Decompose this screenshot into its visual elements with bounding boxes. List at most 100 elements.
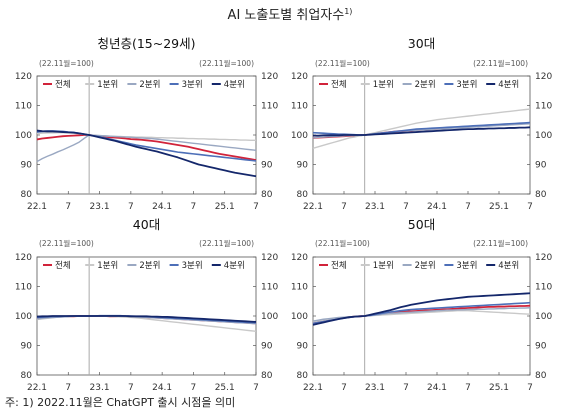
unit-label-left: (22.11월=100): [315, 238, 370, 248]
legend-label: 4분위: [224, 80, 245, 90]
legend-label: 2분위: [415, 80, 436, 90]
x-tick-label: 25.1: [215, 383, 235, 393]
x-tick-label: 7: [403, 202, 409, 212]
plot-frame: [312, 256, 531, 376]
y-tick-label-right: 90: [535, 342, 547, 352]
y-tick-label-right: 120: [535, 72, 552, 82]
x-tick-label: 7: [128, 383, 134, 393]
y-tick-label-left: 110: [15, 102, 32, 112]
series-line: [312, 309, 531, 323]
y-tick-label-right: 110: [535, 283, 552, 293]
y-tick-label-right: 80: [535, 371, 547, 381]
legend-label: 4분위: [498, 80, 519, 90]
x-tick-label: 7: [191, 383, 197, 393]
series-line: [312, 307, 531, 322]
legend-label: 1분위: [97, 80, 118, 90]
x-tick-label: 23.1: [365, 383, 385, 393]
chart-panel: 청년층(15~29세)(22.11월=100) (22.11월=100)120 12…: [15, 36, 279, 212]
legend-label: 전체: [55, 79, 71, 90]
series-line: [36, 129, 257, 178]
y-tick-label-left: 100: [15, 312, 32, 322]
series-line: [312, 108, 531, 149]
legend-label: 3분위: [182, 261, 203, 271]
y-tick-label-left: 80: [21, 190, 33, 200]
y-tick-label-left: 110: [15, 283, 32, 293]
series-line: [313, 126, 531, 137]
y-tick-label-right: 110: [261, 283, 278, 293]
series-line: [36, 134, 257, 163]
figure-title: AI 노출도별 취업자수1): [228, 7, 353, 23]
unit-label-right: (22.11월=100): [199, 238, 254, 248]
y-tick-label-right: 100: [535, 131, 552, 141]
panel-title: 50대: [408, 217, 435, 232]
y-tick-label-left: 120: [15, 72, 32, 82]
x-tick-label: 7: [65, 202, 71, 212]
unit-label-left: (22.11월=100): [39, 58, 94, 68]
x-tick-label: 22.1: [303, 383, 323, 393]
legend-label: 4분위: [498, 261, 519, 271]
series-line: [36, 315, 257, 333]
x-tick-label: 23.1: [90, 202, 110, 212]
footnote: 주: 1) 2022.11월은 ChatGPT 출시 시점을 의미: [5, 396, 235, 409]
y-tick-label-left: 120: [291, 72, 308, 82]
panel-title: 40대: [133, 217, 160, 232]
x-tick-label: 25.1: [489, 383, 509, 393]
x-tick-label: 22.1: [27, 383, 47, 393]
x-tick-label: 22.1: [27, 202, 47, 212]
y-tick-label-right: 90: [261, 161, 273, 171]
x-tick-label: 24.1: [152, 383, 172, 393]
x-tick-label: 23.1: [365, 202, 385, 212]
series-line: [312, 292, 531, 326]
y-tick-label-right: 110: [535, 102, 552, 112]
legend-label: 3분위: [456, 261, 477, 271]
legend-label: 전체: [331, 260, 347, 271]
legend-label: 전체: [331, 79, 347, 90]
y-tick-label-left: 100: [15, 131, 32, 141]
unit-label-right: (22.11월=100): [473, 238, 528, 248]
y-tick-label-left: 100: [291, 131, 308, 141]
y-tick-label-left: 120: [15, 253, 32, 263]
y-tick-label-left: 110: [291, 102, 308, 112]
y-tick-label-left: 120: [291, 253, 308, 263]
figure-title-footnote-mark: 1): [344, 7, 352, 16]
y-tick-label-right: 110: [261, 102, 278, 112]
x-tick-label: 7: [253, 383, 259, 393]
chart-panel: 30대 (22.11월=100) (22.11월=100) 120 120 110 110 1…: [291, 36, 553, 212]
y-tick-label-right: 120: [261, 72, 278, 82]
y-tick-label-right: 90: [535, 161, 547, 171]
panel-title: 30대: [408, 36, 435, 51]
y-tick-label-right: 120: [261, 253, 278, 263]
y-tick-label-right: 100: [261, 131, 278, 141]
y-tick-label-left: 90: [21, 342, 33, 352]
y-tick-label-left: 100: [291, 312, 308, 322]
y-tick-label-right: 80: [261, 371, 273, 381]
legend-label: 1분위: [97, 261, 118, 271]
series-line: [36, 134, 257, 161]
y-tick-label-left: 110: [291, 283, 308, 293]
x-tick-label: 25.1: [215, 202, 235, 212]
legend-label: 2분위: [139, 80, 160, 90]
y-tick-label-left: 80: [297, 190, 309, 200]
panels: 청년층(15~29세)(22.11월=100) (22.11월=100)120 12…: [15, 36, 553, 393]
x-tick-label: 7: [465, 383, 471, 393]
legend-label: 2분위: [139, 261, 160, 271]
x-tick-label: 24.1: [427, 383, 447, 393]
x-tick-label: 25.1: [489, 202, 509, 212]
legend-label: 전체: [55, 260, 71, 271]
legend-label: 1분위: [373, 261, 394, 271]
x-tick-label: 7: [128, 202, 134, 212]
x-tick-label: 7: [341, 202, 347, 212]
y-tick-label-right: 100: [261, 312, 278, 322]
x-tick-label: 7: [527, 202, 533, 212]
legend-label: 3분위: [182, 80, 203, 90]
y-tick-label-right: 120: [535, 253, 552, 263]
x-tick-label: 7: [341, 383, 347, 393]
y-tick-label-left: 90: [21, 161, 33, 171]
unit-label-right: (22.11월=100): [199, 58, 254, 68]
y-tick-label-right: 100: [535, 312, 552, 322]
legend-label: 2분위: [415, 261, 436, 271]
panel-title: 청년층(15~29세): [97, 36, 195, 51]
x-tick-label: 7: [191, 202, 197, 212]
series-line: [36, 315, 257, 323]
y-tick-label-right: 80: [261, 190, 273, 200]
